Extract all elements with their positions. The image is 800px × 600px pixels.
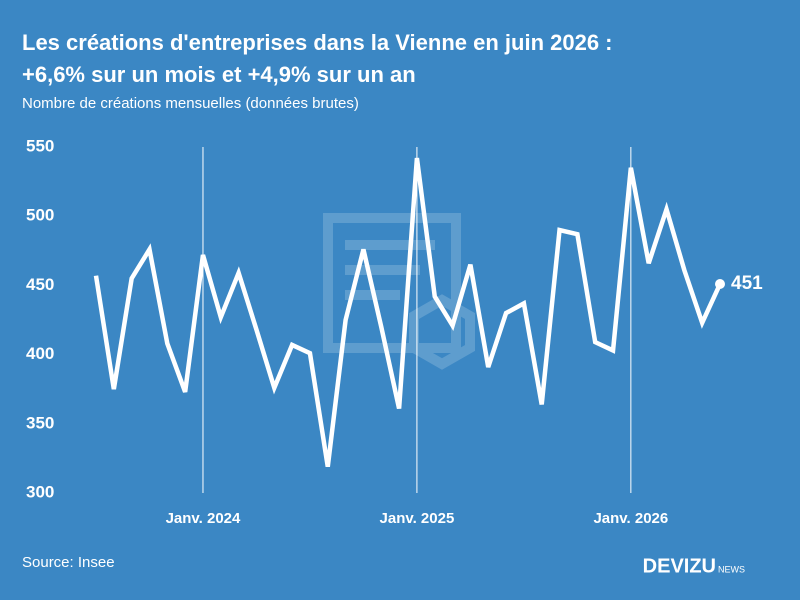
y-tick-label: 450 — [26, 275, 54, 294]
brand: DEVIZU — [643, 555, 716, 577]
chart-subtitle: Nombre de créations mensuelles (données … — [22, 95, 359, 112]
chart-title: +6,6% sur un mois et +4,9% sur un an — [22, 62, 416, 87]
end-label: 451 — [731, 273, 763, 294]
brand-suffix: NEWS — [718, 564, 745, 574]
y-tick-label: 500 — [26, 206, 54, 225]
x-tick-label: Janv. 2024 — [166, 510, 241, 527]
y-tick-label: 400 — [26, 344, 54, 363]
source: Source: Insee — [22, 554, 115, 571]
end-point — [715, 279, 725, 290]
watermark — [323, 213, 475, 370]
x-tick-label: Janv. 2025 — [380, 510, 455, 527]
y-tick-label: 550 — [26, 136, 54, 155]
y-tick-label: 350 — [26, 413, 54, 432]
line — [93, 157, 723, 468]
chart-title: Les créations d'entreprises dans la Vien… — [22, 30, 613, 55]
y-tick-label: 300 — [26, 482, 54, 501]
x-tick-label: Janv. 2026 — [593, 510, 668, 527]
